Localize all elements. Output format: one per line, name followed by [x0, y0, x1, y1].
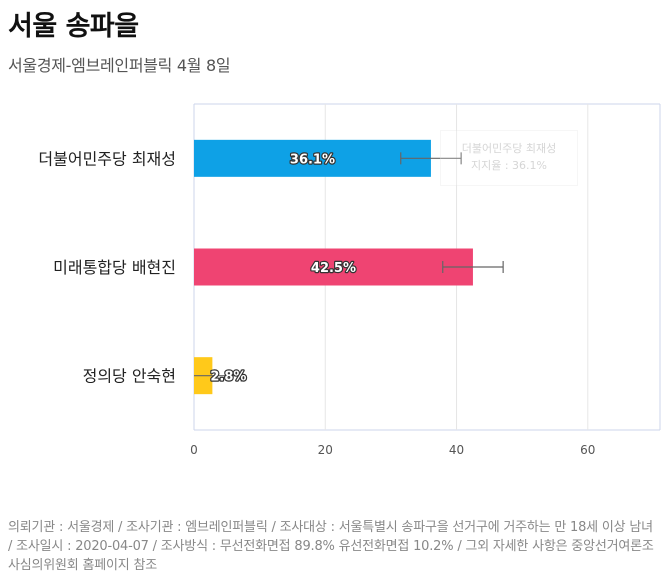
- data-label: 42.5%: [311, 261, 356, 276]
- bar: [194, 139, 431, 177]
- error-bar-layer: [194, 152, 504, 382]
- category-label: 더불어민주당 최재성: [38, 149, 176, 168]
- x-tick-label: 40: [449, 443, 464, 457]
- data-label: 2.8%: [210, 370, 246, 385]
- x-tick-label: 60: [580, 443, 595, 457]
- x-tick-label: 0: [190, 443, 198, 457]
- bar-chart: 0 20 40 60 더불어민주당 최재성 36.1% 미래통합당 배현진 42.5% 정의당 …: [38, 103, 661, 457]
- category-label: 정의당 안숙현: [83, 367, 176, 386]
- label-layer: 0 20 40 60 더불어민주당 최재성 36.1% 미래통합당 배현진 42.5% 정의당 …: [38, 149, 595, 457]
- tooltip-series: 더불어민주당 최재성: [461, 142, 557, 155]
- bar: [194, 248, 473, 286]
- bar-layer: [194, 139, 473, 395]
- data-label: 36.1%: [290, 152, 335, 167]
- category-label: 미래통합당 배현진: [53, 258, 176, 277]
- hover-tooltip: 더불어민주당 최재성 지지율 : 36.1%: [440, 130, 578, 186]
- x-tick-label: 20: [318, 443, 333, 457]
- chart-subtitle: 서울경제-엠브레인퍼블릭 4월 8일: [8, 56, 231, 75]
- chart-title: 서울 송파을: [8, 11, 139, 42]
- survey-footnote: 의뢰기관 : 서울경제 / 조사기관 : 엠브레인퍼블릭 / 조사대상 : 서울…: [8, 520, 654, 573]
- tooltip-value: 지지율 : 36.1%: [470, 159, 547, 172]
